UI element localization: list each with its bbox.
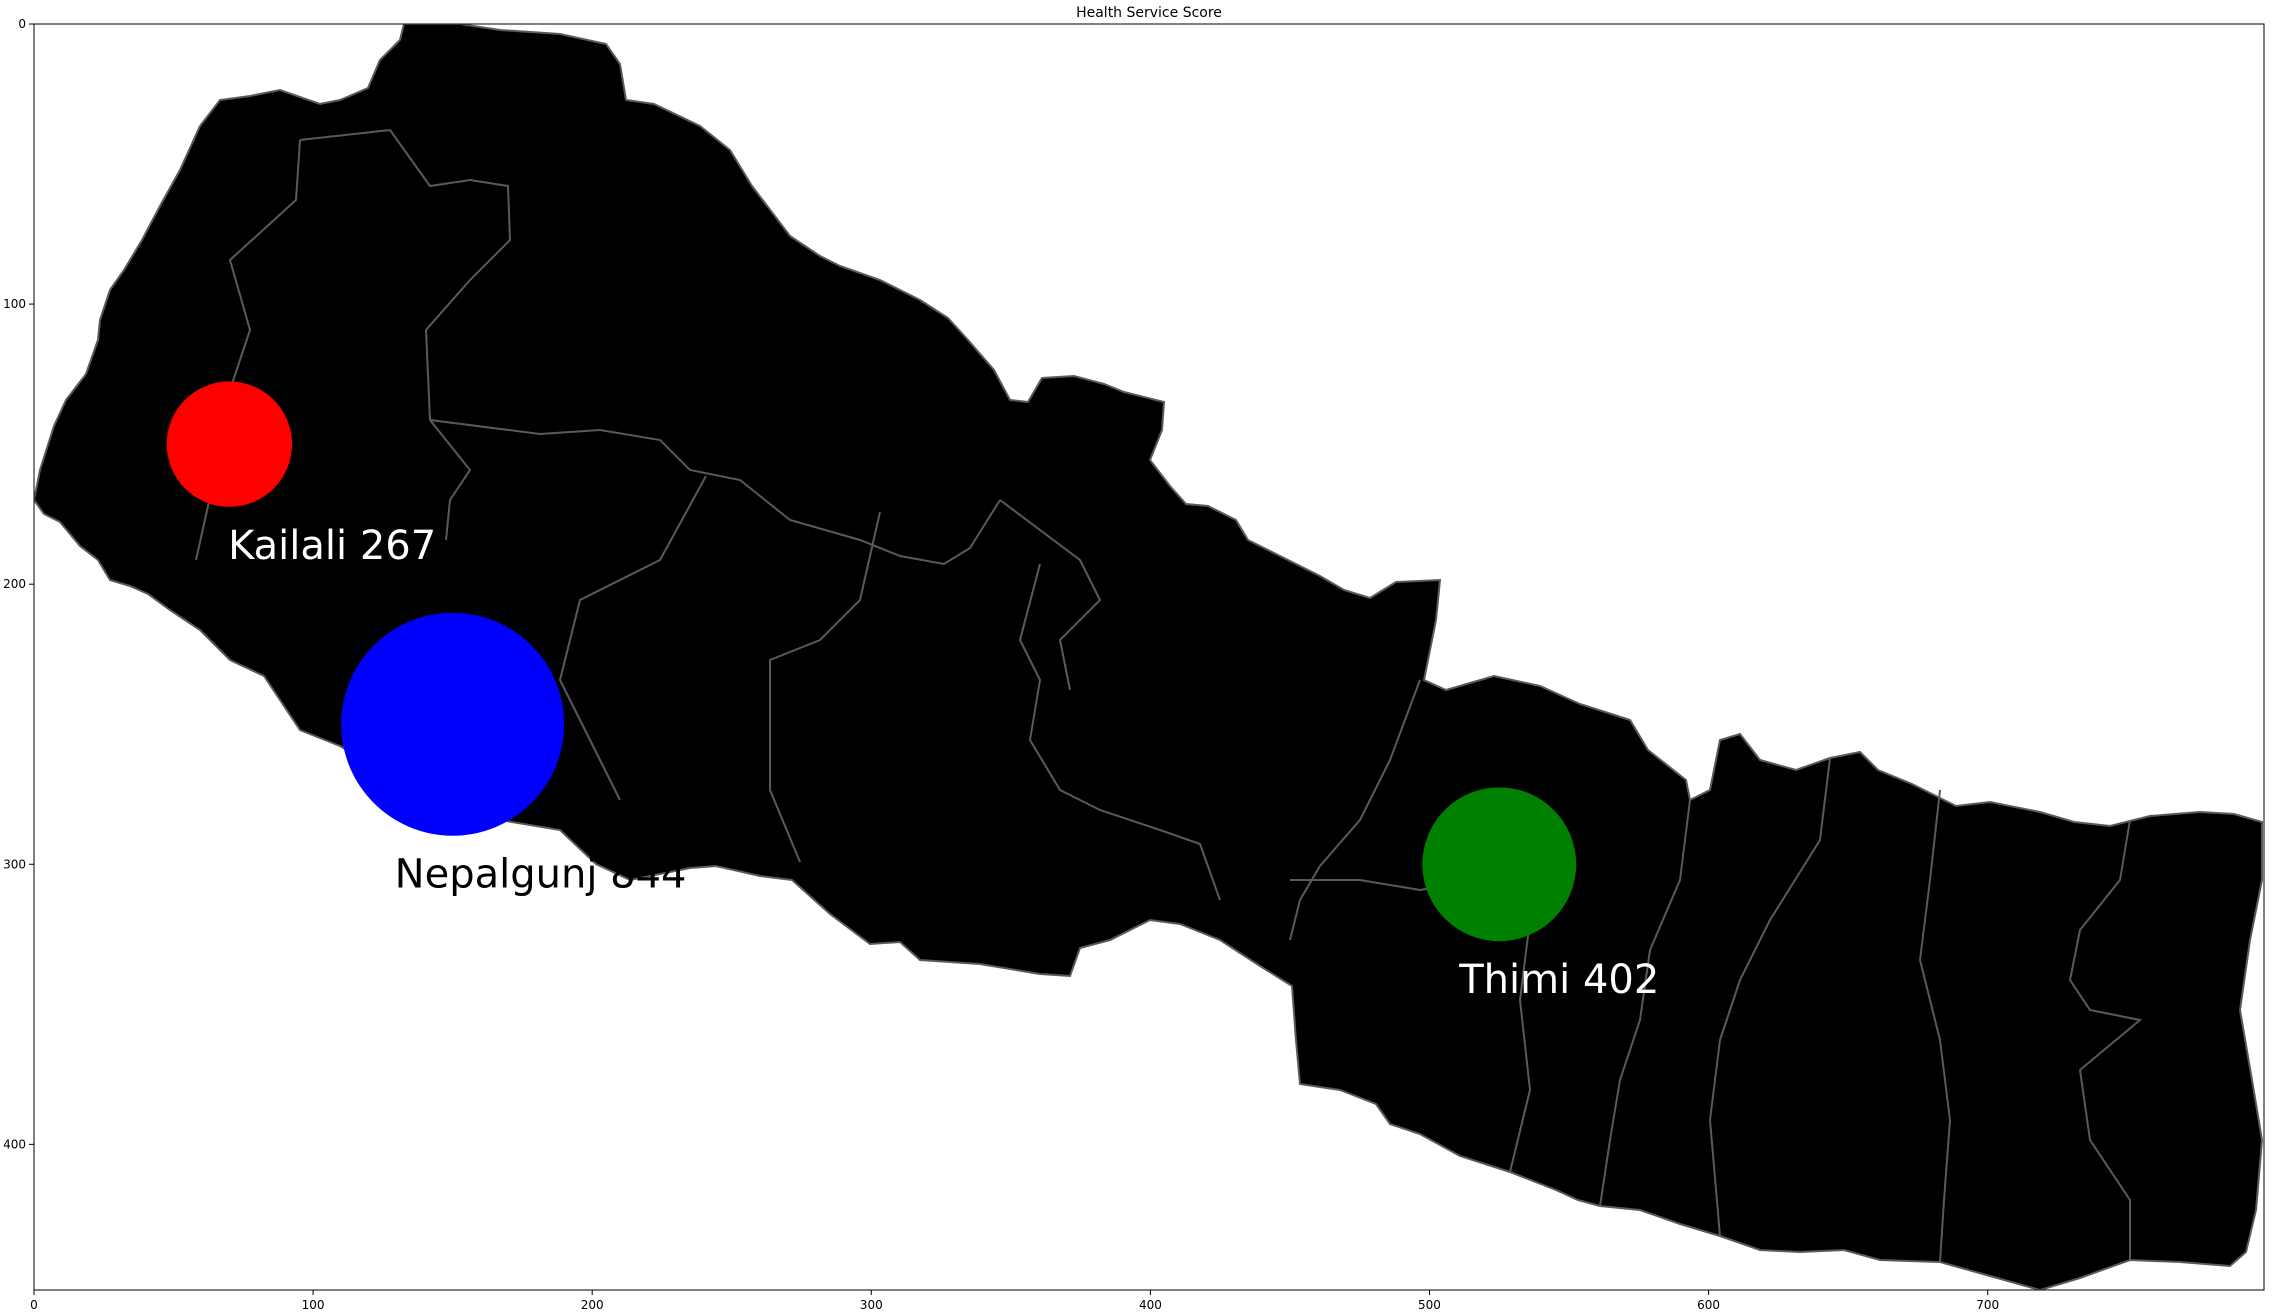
district-border <box>1708 757 1831 1237</box>
y-tick-label: 100 <box>3 297 26 311</box>
data-label: Kailali 267 <box>228 523 436 569</box>
district-border <box>769 511 881 863</box>
axes-frame <box>33 23 2265 1291</box>
y-tick-label: 300 <box>3 857 26 871</box>
x-tick-label: 0 <box>30 1298 38 1312</box>
chart-title: Health Service Score <box>1076 5 1222 21</box>
data-point <box>1422 787 1577 942</box>
district-border <box>299 128 512 541</box>
district-border <box>1289 679 1421 941</box>
x-tick-label: 700 <box>1976 1298 1999 1312</box>
data-points <box>166 381 1577 942</box>
district-border <box>1018 563 1221 901</box>
y-tick-label: 200 <box>3 577 26 591</box>
data-label: Nepalgunj 844 <box>395 852 687 898</box>
district-border <box>1918 789 1952 1263</box>
district-border <box>999 499 1102 691</box>
data-point <box>166 381 293 507</box>
nepal-map <box>34 24 2264 1290</box>
x-tick-label: 600 <box>1697 1298 1720 1312</box>
district-border <box>1599 799 1691 1207</box>
data-label: Thimi 402 <box>1458 957 1659 1003</box>
x-axis: 0 100 200 300 400 500 600 700 <box>30 1290 1999 1312</box>
x-tick-label: 200 <box>581 1298 604 1312</box>
plot-area: Kailali 267 Nepalgunj 844 Thimi 402 <box>34 24 2264 1290</box>
district-border <box>2068 819 2143 1260</box>
y-axis: 0 100 200 300 400 <box>3 17 34 1151</box>
district-border <box>558 475 707 801</box>
y-tick-label: 400 <box>3 1137 26 1151</box>
data-labels: Kailali 267 Nepalgunj 844 Thimi 402 <box>228 523 1659 1003</box>
district-border <box>429 419 1001 566</box>
x-tick-label: 400 <box>1139 1298 1162 1312</box>
x-tick-label: 300 <box>860 1298 883 1312</box>
x-tick-label: 100 <box>302 1298 325 1312</box>
data-point <box>341 612 565 836</box>
x-tick-label: 500 <box>1418 1298 1441 1312</box>
y-tick-label: 0 <box>18 17 26 31</box>
